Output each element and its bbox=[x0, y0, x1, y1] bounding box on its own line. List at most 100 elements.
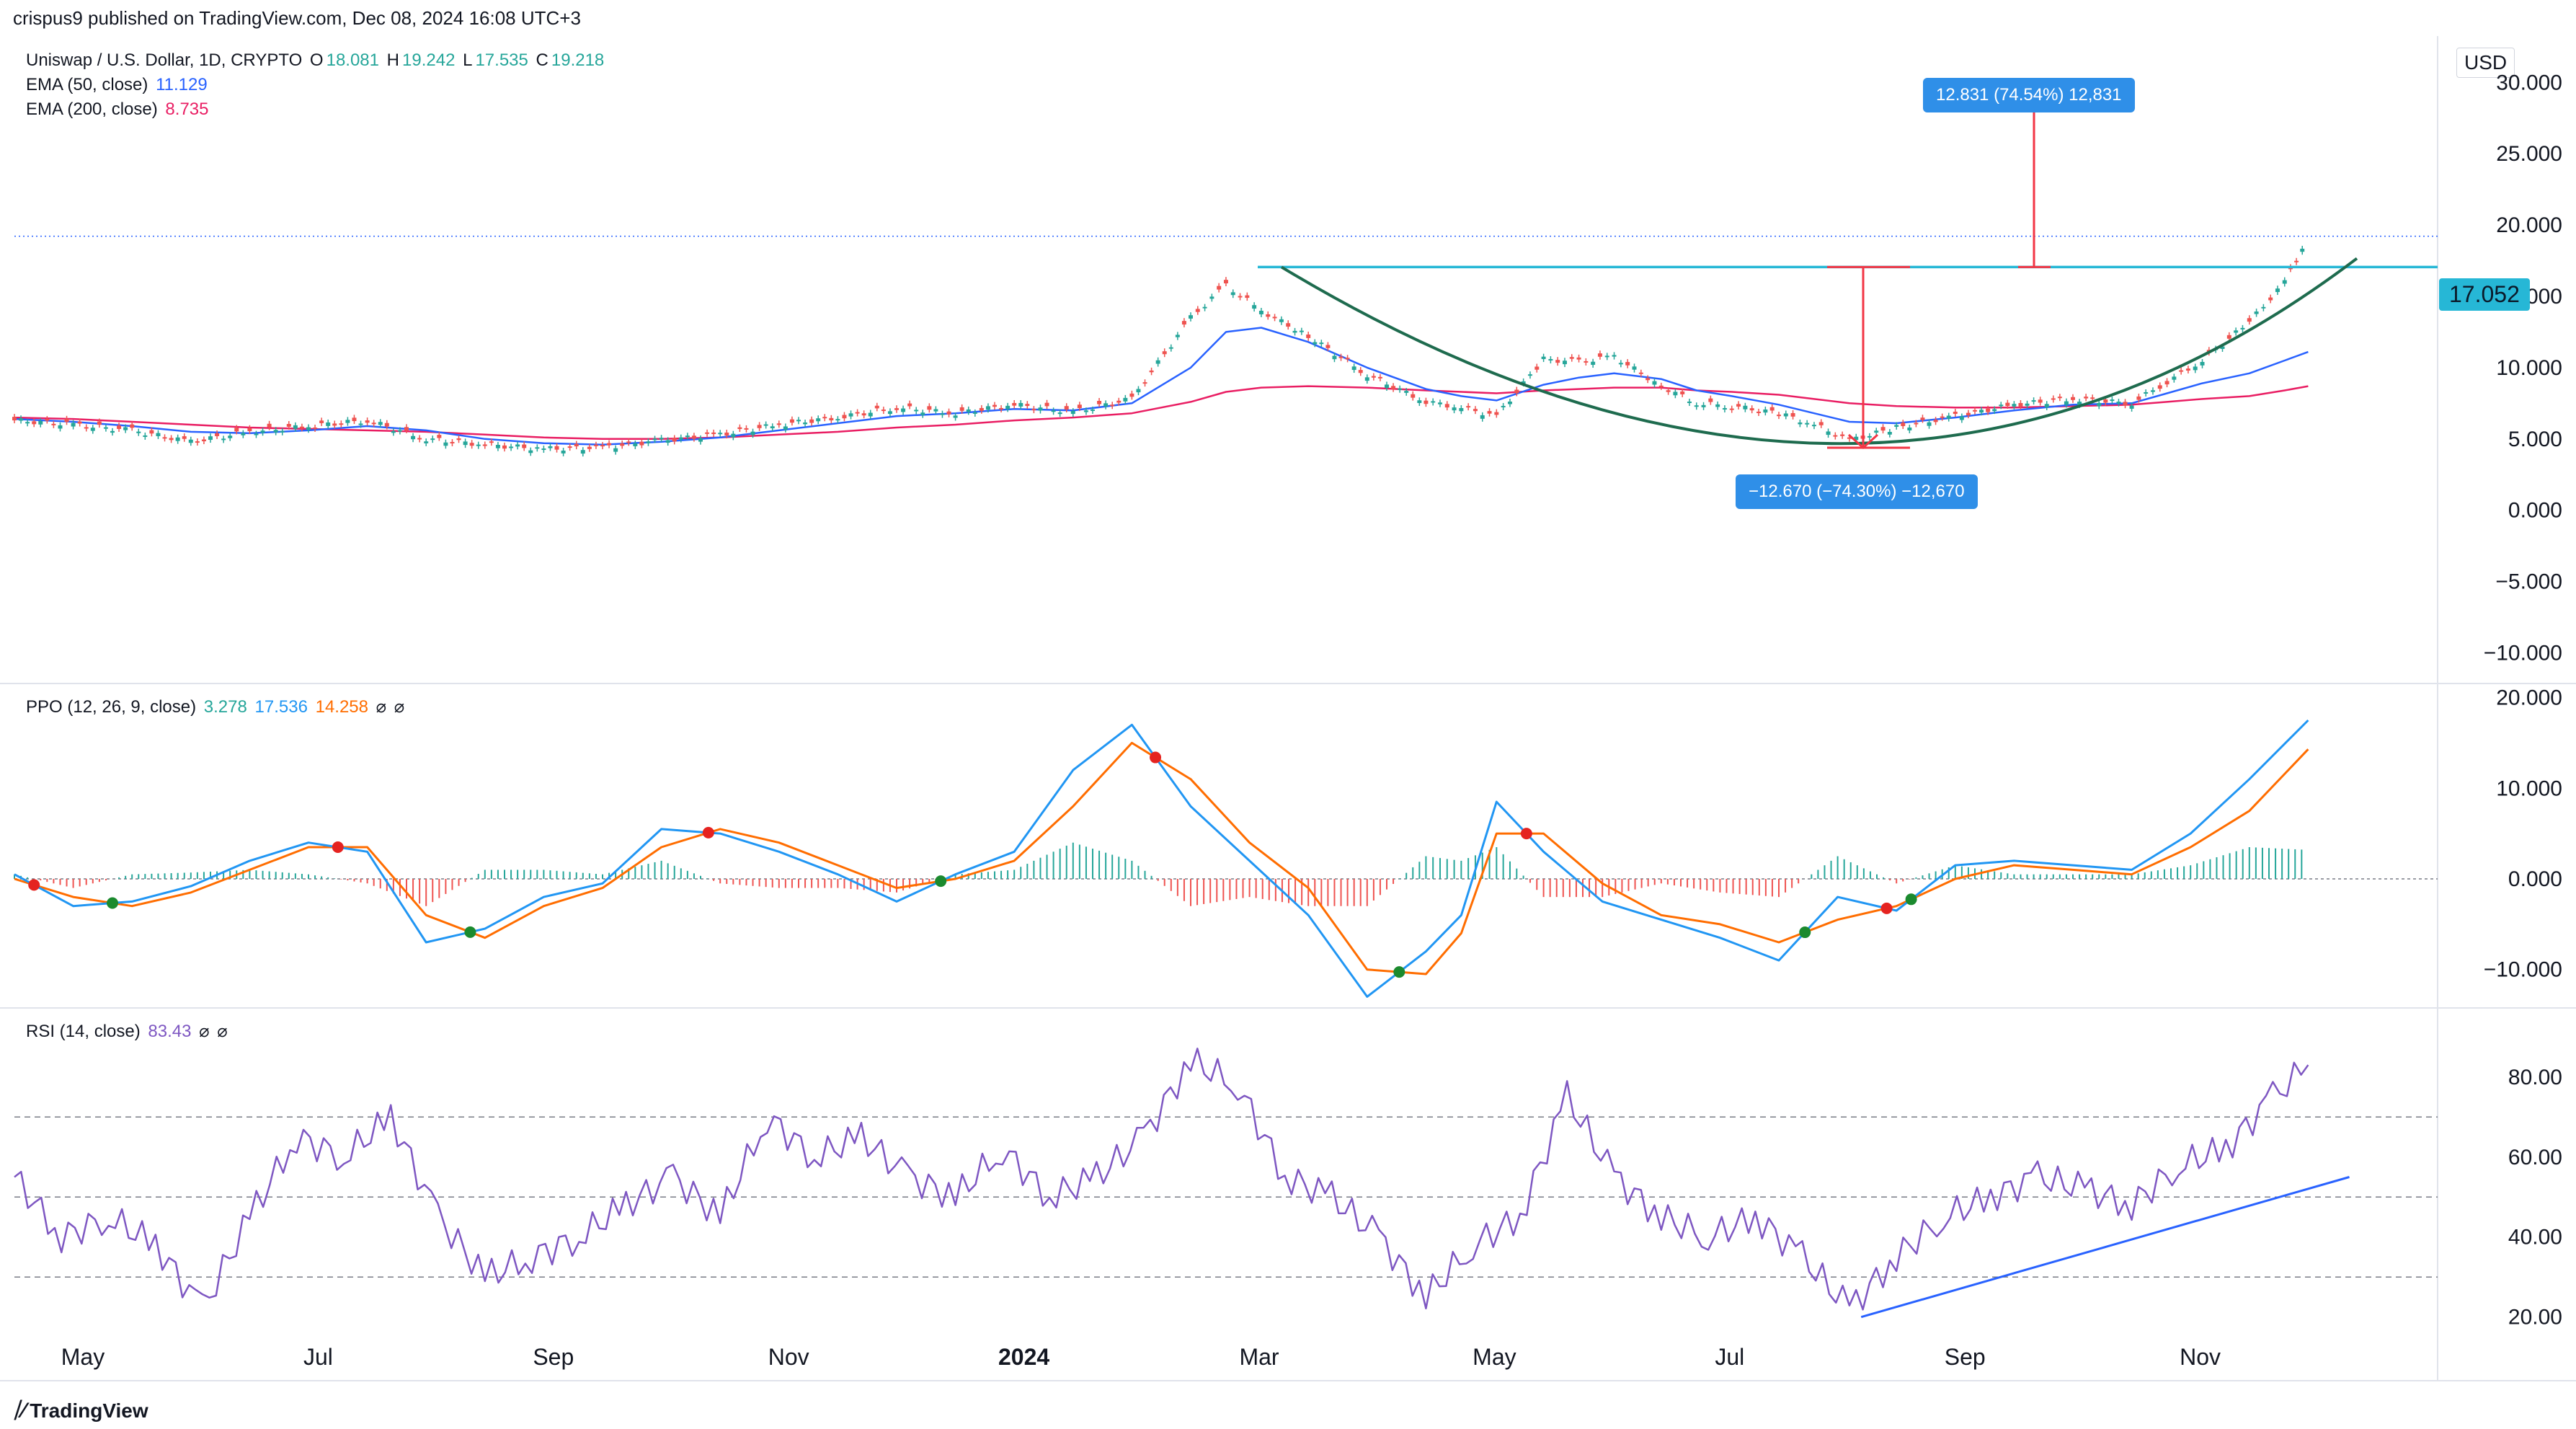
candle-body bbox=[868, 412, 873, 417]
x-tick-label: May bbox=[1473, 1344, 1516, 1370]
candle-body bbox=[515, 444, 520, 447]
footer-brand: ⧸⁄ TradingView bbox=[14, 1399, 148, 1423]
candle-body bbox=[1736, 404, 1741, 407]
candle-body bbox=[1266, 314, 1271, 317]
measure-depth-arrow bbox=[1847, 433, 1879, 450]
candle-body bbox=[959, 407, 964, 411]
candle-body bbox=[763, 424, 768, 426]
candle-body bbox=[1279, 319, 1284, 322]
candle-body bbox=[12, 417, 17, 421]
candle-body bbox=[1584, 360, 1589, 363]
candle-body bbox=[404, 427, 409, 430]
candle-body bbox=[2157, 385, 2162, 389]
candle-body bbox=[2057, 397, 2062, 399]
depth-callout[interactable]: −12.670 (−74.30%) −12,670 bbox=[1736, 474, 1978, 509]
candle-body bbox=[822, 417, 827, 419]
low-value: 17.535 bbox=[475, 50, 528, 70]
candle-body bbox=[985, 406, 990, 410]
candle-body bbox=[1351, 366, 1356, 371]
candle-body bbox=[914, 410, 919, 412]
candle-body bbox=[620, 443, 625, 446]
candle-body bbox=[1083, 410, 1088, 412]
candle-body bbox=[2150, 390, 2155, 392]
candle-body bbox=[724, 432, 729, 436]
candle-body bbox=[1238, 296, 1243, 298]
ppo-y-tick: 0.000 bbox=[2508, 867, 2562, 891]
published-header: crispus9 published on TradingView.com, D… bbox=[13, 7, 581, 29]
candle-body bbox=[1555, 360, 1560, 363]
candle-body bbox=[1625, 362, 1630, 366]
candle-body bbox=[1880, 427, 1886, 431]
target-callout[interactable]: 12.831 (74.54%) 12,831 bbox=[1923, 78, 2135, 112]
candle-body bbox=[1223, 280, 1228, 284]
open-value: 18.081 bbox=[326, 50, 379, 70]
candle-body bbox=[136, 431, 141, 433]
candle-body bbox=[992, 404, 997, 407]
candle-body bbox=[2220, 346, 2225, 350]
candle-body bbox=[1252, 305, 1257, 309]
candle-body bbox=[463, 441, 468, 446]
candle-body bbox=[587, 446, 592, 449]
candle-body bbox=[1332, 355, 1337, 360]
candle-body bbox=[1292, 330, 1297, 333]
candle-body bbox=[1319, 342, 1324, 345]
candle-body bbox=[933, 409, 938, 412]
candle-body bbox=[319, 420, 324, 423]
candle-body bbox=[169, 438, 174, 441]
close-value: 19.218 bbox=[551, 50, 605, 70]
candle-body bbox=[1142, 382, 1147, 384]
ppo-cross-dot bbox=[702, 826, 714, 839]
candle-body bbox=[1258, 310, 1263, 314]
candle-body bbox=[293, 425, 298, 429]
candle-body bbox=[2185, 368, 2190, 371]
candle-body bbox=[143, 435, 148, 437]
ppo-label: PPO (12, 26, 9, close) bbox=[26, 697, 197, 717]
candle-body bbox=[1790, 412, 1795, 417]
candle-body bbox=[1940, 416, 1945, 418]
candle-body bbox=[835, 419, 840, 421]
candle-body bbox=[1385, 384, 1389, 389]
candle-body bbox=[1867, 435, 1872, 438]
ppo-line bbox=[14, 719, 2309, 998]
candle-body bbox=[1953, 412, 1958, 415]
candle-body bbox=[175, 437, 180, 441]
candle-body bbox=[1652, 381, 1657, 385]
candle-body bbox=[332, 423, 337, 426]
ppo-y-tick: 20.000 bbox=[2496, 686, 2562, 710]
candle-body bbox=[1874, 430, 1879, 433]
x-tick-label: May bbox=[61, 1344, 105, 1370]
candle-body bbox=[2282, 280, 2287, 284]
candle-body bbox=[626, 441, 631, 443]
candle-body bbox=[156, 433, 161, 436]
candle-body bbox=[1541, 356, 1546, 360]
candle-body bbox=[469, 443, 474, 446]
candle-body bbox=[495, 444, 500, 448]
cup-curve bbox=[1280, 257, 2358, 446]
candle-body bbox=[855, 412, 860, 414]
candle-body bbox=[32, 421, 37, 425]
candle-body bbox=[1070, 411, 1075, 415]
candle-body bbox=[1431, 401, 1436, 403]
candle-body bbox=[567, 446, 572, 448]
ppo-cross-dot bbox=[1520, 828, 1532, 840]
candle-body bbox=[1452, 407, 1457, 411]
candle-body bbox=[1217, 286, 1222, 290]
candle-body bbox=[1202, 306, 1207, 309]
candle-body bbox=[424, 441, 429, 443]
candle-body bbox=[286, 424, 291, 427]
candle-body bbox=[411, 435, 416, 440]
candle-body bbox=[1645, 378, 1651, 381]
candle-body bbox=[887, 411, 892, 415]
currency-button[interactable]: USD bbox=[2456, 48, 2515, 78]
low-label: L bbox=[463, 50, 473, 70]
candle-body bbox=[1306, 334, 1311, 338]
candle-body bbox=[639, 441, 644, 446]
candle-body bbox=[2254, 311, 2259, 314]
candle-body bbox=[966, 409, 971, 412]
candle-body bbox=[678, 437, 683, 440]
candle-body bbox=[1694, 405, 1699, 407]
candle-body bbox=[2064, 401, 2069, 405]
candle-body bbox=[789, 419, 794, 423]
